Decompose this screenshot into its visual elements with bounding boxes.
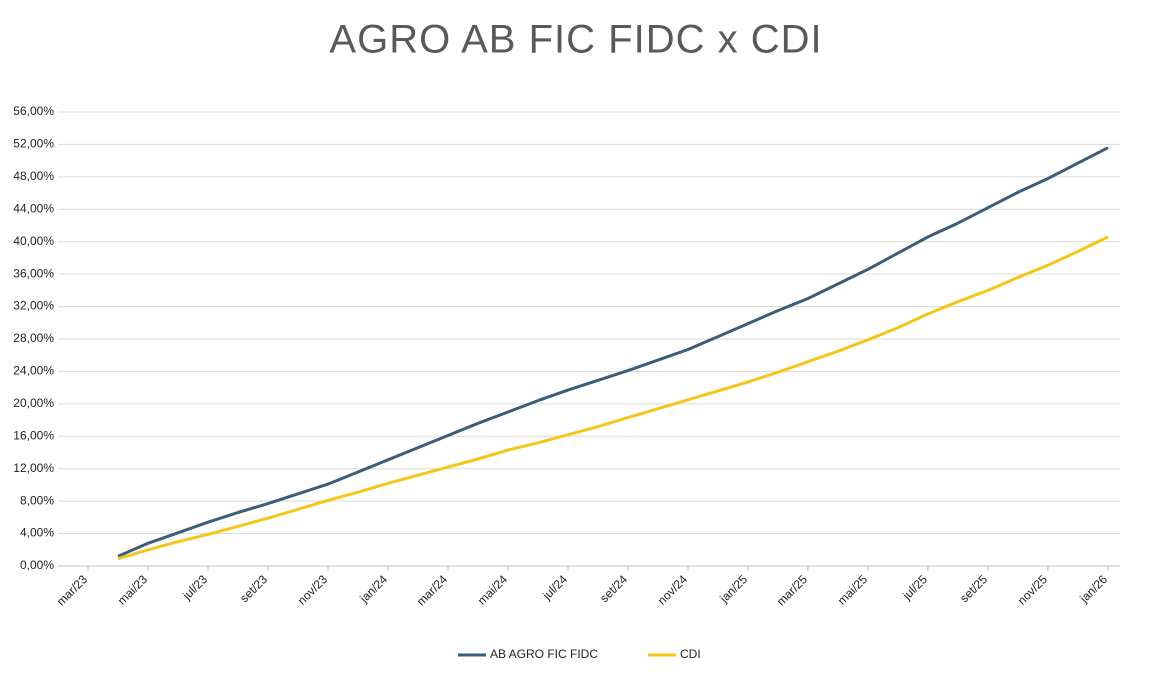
chart-title: AGRO AB FIC FIDC x CDI <box>329 18 822 62</box>
y-tick-label: 36,00% <box>13 266 54 280</box>
x-tick-label: jan/26 <box>1076 572 1110 606</box>
x-tick-label: jul/23 <box>179 572 210 603</box>
y-tick-label: 20,00% <box>13 396 54 410</box>
y-tick-label: 16,00% <box>13 428 54 442</box>
x-tick-label: mai/23 <box>115 572 151 608</box>
y-tick-label: 52,00% <box>13 137 54 151</box>
x-tick-label: jul/24 <box>539 572 570 603</box>
y-tick-label: 44,00% <box>13 201 54 215</box>
series-line <box>117 235 1109 561</box>
x-tick-label: set/23 <box>237 572 270 605</box>
y-tick-label: 48,00% <box>13 169 54 183</box>
legend-label: CDI <box>680 647 701 661</box>
y-tick-label: 40,00% <box>13 234 54 248</box>
x-tick-label: jul/25 <box>899 572 930 603</box>
x-tick-label: set/24 <box>597 572 630 605</box>
y-tick-label: 32,00% <box>13 299 54 313</box>
y-tick-label: 28,00% <box>13 331 54 345</box>
x-tick-label: mai/25 <box>835 572 871 608</box>
y-tick-label: 24,00% <box>13 364 54 378</box>
y-tick-label: 56,00% <box>13 104 54 118</box>
y-tick-label: 0,00% <box>20 558 54 572</box>
x-tick-label: mar/25 <box>774 572 811 609</box>
x-tick-label: mar/24 <box>414 572 451 609</box>
y-tick-label: 12,00% <box>13 461 54 475</box>
y-tick-label: 8,00% <box>20 493 54 507</box>
x-tick-label: set/25 <box>957 572 990 605</box>
y-tick-label: 4,00% <box>20 526 54 540</box>
x-tick-label: mai/24 <box>475 572 511 608</box>
x-tick-label: nov/25 <box>1015 572 1051 608</box>
x-tick-label: jan/24 <box>356 572 390 606</box>
series-line <box>117 146 1109 558</box>
x-tick-label: nov/24 <box>655 572 691 608</box>
legend-label: AB AGRO FIC FIDC <box>490 647 598 661</box>
x-tick-label: mar/23 <box>54 572 91 609</box>
x-tick-label: jan/25 <box>716 572 750 606</box>
x-tick-label: nov/23 <box>295 572 331 608</box>
